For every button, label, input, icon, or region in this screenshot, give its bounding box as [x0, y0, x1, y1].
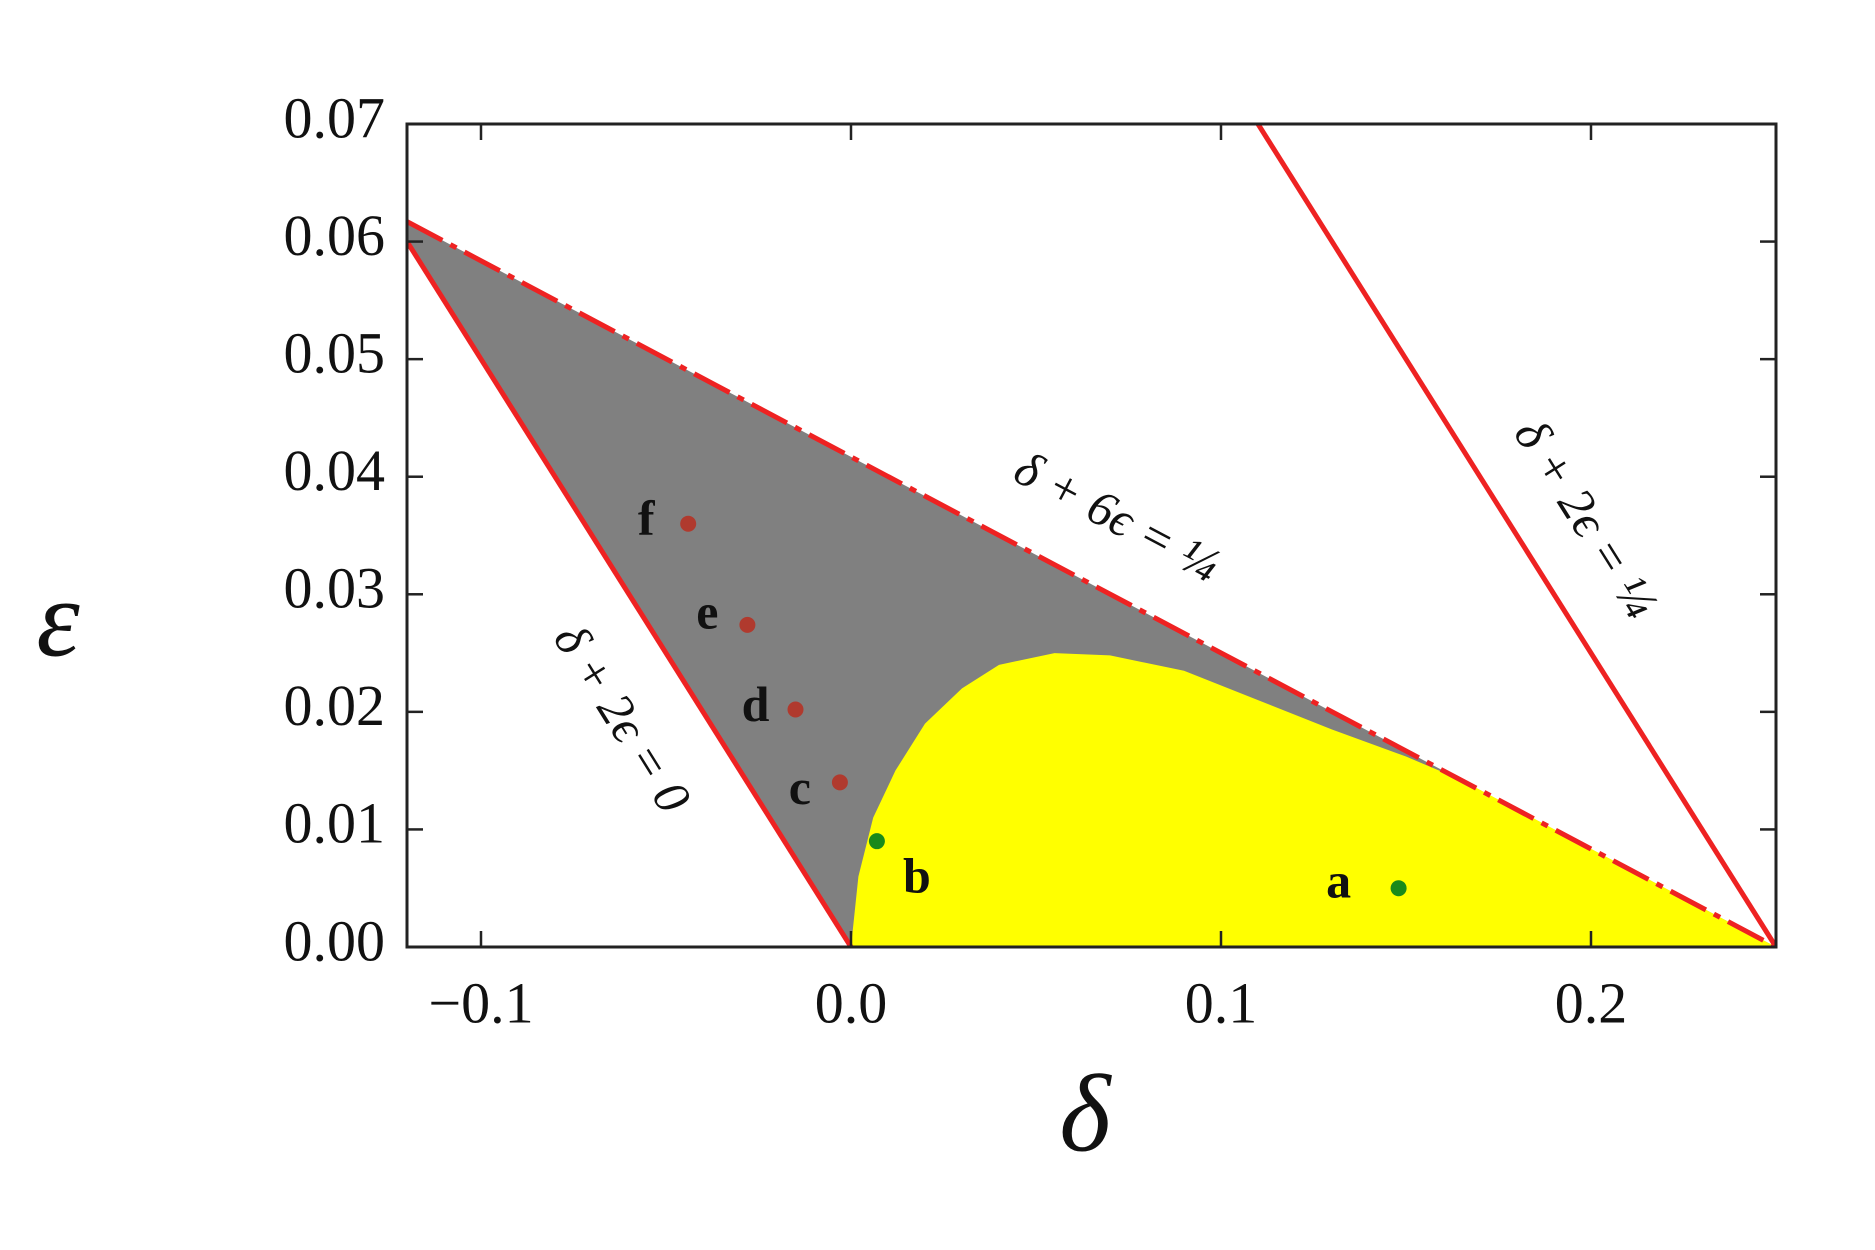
state-point: [739, 616, 756, 633]
boundary-line: [1255, 124, 1776, 947]
region: [851, 653, 1776, 947]
region: [407, 221, 1776, 947]
y-tick-label: 0.05: [284, 320, 386, 385]
line-label: δ + 2ϵ = ¼: [1503, 409, 1669, 628]
point-label: d: [742, 676, 770, 732]
y-tick-label: 0.04: [284, 438, 386, 503]
plot-area: [407, 124, 1776, 947]
y-tick-label: 0.03: [284, 556, 386, 621]
y-tick-label: 0.01: [284, 791, 386, 856]
point-label: a: [1326, 853, 1351, 909]
state-point: [680, 515, 697, 532]
x-axis-label: δ: [1059, 1052, 1112, 1174]
state-point: [1390, 880, 1407, 897]
point-label: c: [789, 759, 811, 815]
x-tick-label: 0.2: [1555, 970, 1628, 1035]
y-tick-label: 0.02: [284, 673, 386, 738]
point-label: f: [638, 490, 656, 546]
state-point: [787, 701, 804, 718]
x-tick-label: −0.1: [428, 970, 533, 1035]
x-tick-label: 0.0: [815, 970, 888, 1035]
y-tick-label: 0.00: [284, 908, 386, 973]
point-label: e: [696, 583, 718, 639]
point-label: b: [903, 848, 931, 904]
x-tick-label: 0.1: [1185, 970, 1258, 1035]
y-axis-label: ε: [36, 557, 80, 679]
y-tick-label: 0.07: [284, 85, 386, 150]
plot-frame: [405, 122, 1778, 949]
boundary-line: [407, 240, 854, 947]
state-point: [831, 774, 848, 791]
state-point: [868, 833, 885, 850]
y-tick-label: 0.06: [284, 203, 386, 268]
